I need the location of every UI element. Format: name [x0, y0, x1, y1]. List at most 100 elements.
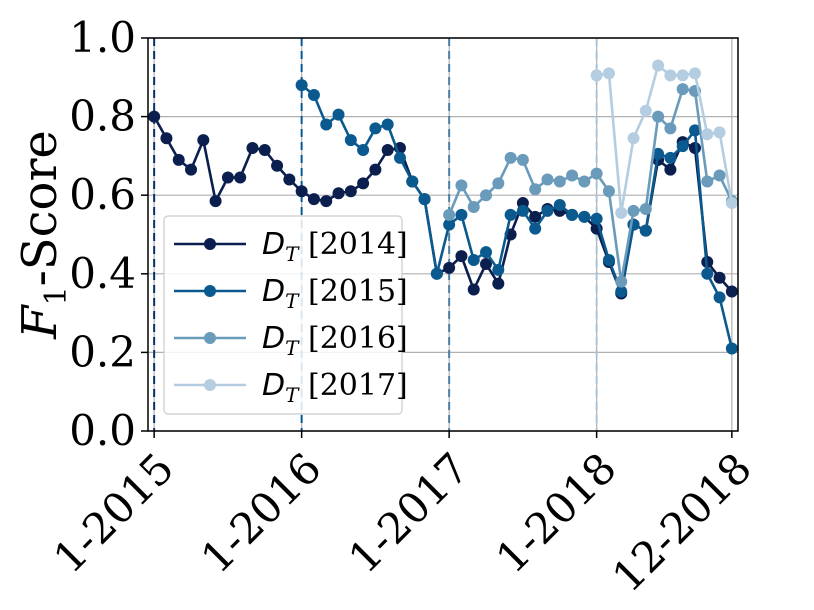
data-point	[713, 271, 726, 284]
data-point	[639, 224, 652, 237]
data-point	[357, 144, 370, 157]
data-point	[307, 88, 320, 101]
legend-marker	[204, 379, 216, 391]
y-tick-label: 0.0	[69, 406, 136, 455]
data-point	[443, 208, 456, 221]
data-point	[369, 122, 382, 135]
y-tick-label: 0.4	[69, 249, 136, 298]
data-point	[467, 254, 480, 267]
legend-entry: DT [2016]	[174, 321, 408, 360]
data-point	[221, 171, 234, 184]
data-point	[418, 193, 431, 206]
data-point	[639, 104, 652, 117]
data-point	[676, 83, 689, 96]
data-point	[615, 285, 628, 298]
data-point	[541, 173, 554, 186]
data-point	[602, 254, 615, 267]
data-point	[664, 122, 677, 135]
legend-entry: DT [2014]	[174, 227, 408, 266]
data-point	[307, 193, 320, 206]
x-tick-label: 1-2017	[339, 443, 478, 582]
data-point	[443, 218, 456, 231]
data-point	[578, 175, 591, 188]
data-point	[713, 126, 726, 139]
data-point	[172, 153, 185, 166]
data-point	[455, 250, 468, 263]
data-point	[516, 204, 529, 217]
y-axis-label-sub: 1	[39, 286, 74, 305]
data-point	[492, 277, 505, 290]
legend-marker	[204, 285, 216, 297]
data-point	[185, 163, 198, 176]
data-point	[566, 169, 579, 182]
data-point	[455, 179, 468, 192]
series-3	[590, 59, 738, 219]
data-point	[615, 275, 628, 288]
data-point	[713, 169, 726, 182]
data-point	[332, 108, 345, 121]
legend-marker	[204, 332, 216, 344]
data-point	[529, 222, 542, 235]
legend-label: DT [2014]	[262, 227, 408, 266]
data-point	[320, 118, 333, 131]
data-point	[676, 140, 689, 153]
x-tick-label: 1-2016	[192, 443, 331, 582]
data-point	[639, 202, 652, 215]
data-point	[602, 67, 615, 80]
data-point	[541, 204, 554, 217]
data-point	[664, 163, 677, 176]
legend-label: DT [2016]	[262, 321, 408, 360]
y-tick-label: 1.0	[69, 13, 136, 62]
data-point	[443, 261, 456, 274]
data-point	[627, 132, 640, 145]
data-point	[701, 128, 714, 141]
data-point	[652, 59, 665, 72]
data-point	[725, 342, 738, 355]
x-tick-label: 12-2018	[603, 443, 761, 601]
series-lines	[148, 59, 738, 355]
series-line	[596, 64, 734, 215]
x-tick-label: 1-2015	[44, 443, 183, 582]
data-point	[357, 177, 370, 190]
data-point	[701, 267, 714, 280]
x-tick-label: 1-2018	[487, 443, 626, 582]
data-point	[701, 175, 714, 188]
legend-label: DT [2017]	[262, 368, 408, 407]
data-point	[492, 263, 505, 276]
data-point	[381, 144, 394, 157]
data-point	[332, 187, 345, 200]
data-point	[504, 208, 517, 221]
data-point	[664, 151, 677, 164]
data-point	[590, 212, 603, 225]
data-point	[504, 151, 517, 164]
data-point	[295, 79, 308, 92]
data-point	[627, 204, 640, 217]
y-tick-label: 0.2	[69, 327, 136, 376]
data-point	[344, 185, 357, 198]
data-point	[652, 110, 665, 123]
data-point	[295, 185, 308, 198]
data-point	[615, 206, 628, 219]
data-point	[467, 200, 480, 213]
data-point	[725, 197, 738, 210]
data-point	[664, 69, 677, 82]
data-point	[148, 110, 161, 123]
data-point	[344, 134, 357, 147]
data-point	[381, 118, 394, 131]
data-point	[271, 159, 284, 172]
data-point	[283, 173, 296, 186]
y-axis-label-main: F	[12, 304, 68, 340]
data-point	[197, 134, 210, 147]
y-axis-label: F1-Score	[12, 130, 74, 340]
y-tick-label: 0.6	[69, 170, 136, 219]
data-point	[652, 147, 665, 160]
data-point	[430, 267, 443, 280]
y-axis-label-rest: -Score	[12, 130, 68, 286]
data-point	[553, 175, 566, 188]
data-point	[258, 144, 271, 157]
data-point	[467, 283, 480, 296]
legend-entry: DT [2015]	[174, 274, 408, 313]
legend-entry: DT [2017]	[174, 368, 408, 407]
